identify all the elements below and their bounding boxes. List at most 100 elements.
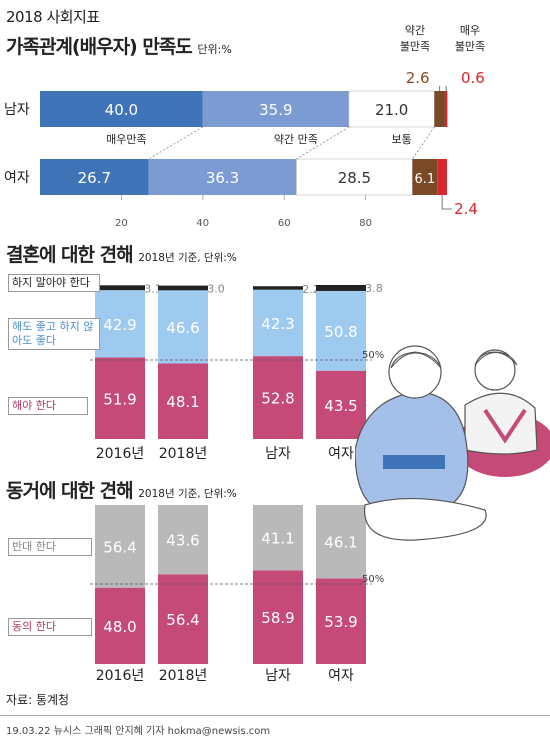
man-hair	[390, 351, 442, 369]
sat-value-0-4: 0.6	[461, 69, 485, 87]
sat-legend-3: 약간	[405, 23, 425, 37]
value-0-1: 42.9	[103, 316, 136, 334]
value-3-2: 3.8	[365, 282, 383, 295]
value-0-1: 56.4	[103, 538, 136, 556]
bar-1-1	[158, 505, 208, 575]
satisfaction-title-text: 가족관계(배우자) 만족도	[6, 36, 193, 58]
value-2-0: 52.8	[261, 390, 294, 408]
sat-bar-0-1	[202, 91, 349, 127]
value-3-0: 53.9	[324, 613, 357, 631]
satisfaction-unit: 단위:%	[197, 43, 232, 56]
value-1-1: 46.6	[166, 319, 199, 337]
bar-3-0	[316, 578, 366, 664]
value-0-0: 48.0	[103, 618, 136, 636]
sat-connector	[148, 126, 204, 160]
bar-3-1	[316, 290, 366, 371]
sat-value-0-0: 40.0	[105, 101, 138, 119]
header-tag: 2018 사회지표	[6, 8, 100, 26]
category-label-1: 여자	[4, 170, 30, 186]
legend-cohab-agree: 동의 한다	[8, 618, 92, 636]
sat-legend-0: 매우만족	[106, 133, 146, 146]
x-label-1: 2018년	[159, 668, 208, 684]
man-pants	[364, 497, 487, 541]
sat-value-0-3: 2.6	[406, 69, 430, 87]
sat-legend-3: 불만족	[400, 40, 430, 53]
sat-bar-1-0	[40, 159, 149, 195]
x-label-2: 남자	[265, 668, 291, 684]
bar-0-1	[95, 290, 145, 358]
bar-3-1	[316, 505, 366, 579]
bar-0-2	[95, 285, 145, 291]
x-tick-label: 40	[196, 218, 209, 229]
woman-ribbon	[483, 408, 527, 444]
cohab-title: 동거에 대한 견해 2018년 기준, 단위:%	[6, 476, 237, 503]
bar-2-2	[253, 286, 303, 290]
woman-hair	[474, 351, 518, 366]
bar-2-0	[253, 570, 303, 664]
x-tick-label: 20	[115, 218, 128, 229]
cohab-note: 2018년 기준, 단위:%	[138, 488, 237, 500]
sat-connector	[412, 126, 435, 160]
value-1-0: 48.1	[166, 393, 199, 411]
sat-bar-1-4	[437, 159, 447, 195]
cohab-title-text: 동거에 대한 견해	[6, 480, 134, 502]
marriage-note: 2018년 기준, 단위:%	[138, 252, 237, 264]
value-0-2: 3.1	[144, 282, 162, 295]
x-label-3: 여자	[328, 446, 354, 462]
sat-value-0-1: 35.9	[259, 101, 292, 119]
legend-marriage-either: 해도 좋고 하지 않아도 좋다	[8, 318, 100, 350]
bar-1-2	[158, 285, 208, 291]
source-note: 자료: 통계청	[6, 693, 70, 707]
value-2-1: 41.1	[261, 530, 294, 548]
sat-bar-0-2	[348, 90, 435, 128]
bar-2-0	[253, 356, 303, 439]
sat-bar-0-0	[40, 91, 203, 127]
sat-legend-4: 불만족	[455, 40, 485, 53]
x-label-1: 2018년	[159, 446, 208, 462]
bar-0-0	[95, 357, 145, 439]
threshold-label: 50%	[362, 574, 384, 585]
x-label-0: 2016년	[96, 446, 145, 462]
bar-1-0	[158, 363, 208, 439]
value-3-0: 43.5	[324, 397, 357, 415]
sat-bar-1-3	[412, 159, 438, 195]
satisfaction-title: 가족관계(배우자) 만족도 단위:%	[6, 32, 232, 59]
x-label-0: 2016년	[96, 668, 145, 684]
value-0-0: 51.9	[103, 390, 136, 408]
footer-divider	[0, 715, 550, 716]
sat-legend-1: 약간 만족	[274, 132, 318, 146]
sat-bar-0-4	[444, 91, 448, 127]
bar-1-0	[158, 574, 208, 664]
legend-marriage-no: 하지 말아야 한다	[8, 274, 100, 292]
legend-marriage-yes: 해야 한다	[8, 397, 88, 415]
sat-legend-4: 매우	[460, 24, 480, 37]
leader-line	[441, 195, 453, 210]
value-3-1: 46.1	[324, 534, 357, 552]
bar-2-1	[253, 289, 303, 357]
value-2-2: 2.2	[302, 283, 320, 296]
sat-value-1-3: 6.1	[414, 172, 435, 187]
sat-value-0-2: 21.0	[375, 101, 408, 119]
value-1-1: 43.6	[166, 532, 199, 550]
value-1-2: 3.0	[207, 283, 225, 296]
couple-illustration	[355, 345, 550, 541]
value-3-1: 50.8	[324, 323, 357, 341]
x-tick-label: 60	[278, 218, 291, 229]
sat-value-1-0: 26.7	[78, 169, 111, 187]
sat-bar-0-3	[434, 91, 445, 127]
bar-3-0	[316, 370, 366, 439]
bar-0-1	[95, 505, 145, 588]
sat-bar-1-1	[148, 159, 297, 195]
marriage-title-text: 결혼에 대한 견해	[6, 244, 134, 266]
x-label-3: 여자	[328, 668, 354, 684]
value-1-0: 56.4	[166, 611, 199, 629]
credit-note: 19.03.22 뉴시스 그래픽 안지혜 기자 hokma@newsis.com	[6, 726, 271, 737]
woman-top	[464, 392, 538, 455]
sat-bar-1-2	[296, 158, 413, 196]
sat-value-1-1: 36.3	[206, 169, 239, 187]
threshold-label: 50%	[362, 350, 384, 361]
bar-1-1	[158, 290, 208, 364]
bar-3-2	[316, 284, 366, 291]
man-top	[355, 391, 469, 511]
